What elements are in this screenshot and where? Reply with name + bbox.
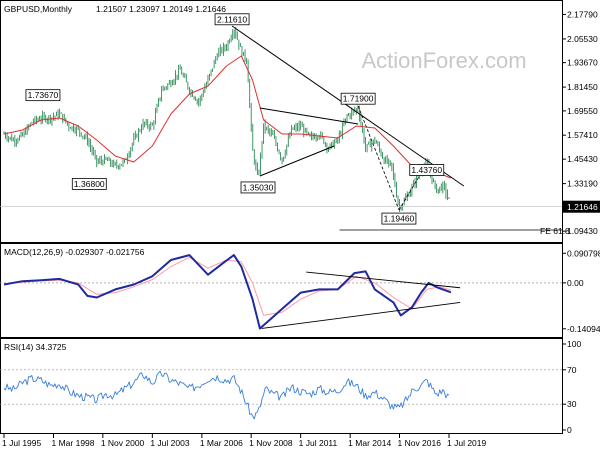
price-y-tick-label: 1.69550 (567, 106, 598, 116)
ohlc-label: 1.21507 1.23097 1.20149 1.21646 (96, 4, 226, 14)
x-tick-label: 1 Jul 2019 (447, 438, 486, 448)
annotation-box (25, 89, 61, 102)
annotation-text: 1.71900 (343, 94, 374, 104)
price-trendline (259, 107, 359, 125)
annotation-box (381, 212, 417, 225)
rsi-y-tick-label: 70 (567, 365, 577, 375)
rsi-y-tick-label: 30 (567, 399, 577, 409)
price-y-tick-label: 2.05530 (567, 34, 598, 44)
annotation-box (240, 181, 276, 194)
x-tick-label: 1 Mar 1998 (52, 438, 95, 448)
price-annotation: 1.73670 (25, 89, 61, 102)
price-trendline (357, 105, 400, 211)
rsi-label: RSI(14) 34.3725 (4, 342, 67, 352)
annotation-box (71, 177, 107, 190)
price-annotation: 1.19460 (381, 212, 417, 225)
x-tick-label: 1 Mar 2014 (348, 438, 391, 448)
current-price-box (563, 200, 600, 213)
macd-label: MACD(12,26,9) -0.029307 -0.021756 (4, 247, 145, 257)
rsi-y-tick-label: 0 (567, 425, 572, 435)
current-price-label: 1.21646 (567, 202, 598, 212)
x-tick-label: 1 Jul 2011 (299, 438, 338, 448)
macd-panel-frame (0, 243, 563, 338)
annotation-box (340, 92, 376, 105)
fib-label: FE 61.8 (540, 226, 570, 236)
price-y-tick-label: 1.33190 (567, 179, 598, 189)
price-y-tick-label: 1.09430 (567, 226, 598, 236)
macd-signal-line (3, 256, 452, 316)
annotation-text: 1.19460 (384, 214, 415, 224)
price-trendline (398, 163, 428, 211)
x-tick-label: 1 Mar 2006 (200, 438, 243, 448)
axes-layer: 2.17790 2.05530 1.93670 1.81450 1.69550 1.574… (2, 9, 600, 448)
macd-layer (0, 254, 562, 330)
macd-trendline (306, 271, 461, 289)
price-annotation: 1.43760 (409, 164, 445, 176)
rsi-layer (0, 369, 562, 420)
price-layer: 1.73670 1.36800 2.11610 1.35030 1.71900 1.437… (0, 13, 562, 231)
x-tick-label: 1 Jul 2003 (150, 438, 189, 448)
annotation-text: 1.43760 (411, 165, 442, 175)
x-tick-label: 1 Jul 1995 (2, 438, 41, 448)
macd-y-tick-label: 0.00 (567, 278, 584, 288)
price-annotation: 1.36800 (71, 177, 107, 190)
price-annotation: 1.35030 (240, 181, 276, 194)
x-tick-label: 1 Nov 2000 (101, 438, 145, 448)
macd-y-tick-label: -0.14094 (567, 324, 600, 334)
price-y-tick-label: 1.57410 (567, 130, 598, 140)
price-annotation: 2.11610 (214, 13, 250, 26)
price-y-tick-label: 1.93670 (567, 58, 598, 68)
price-panel-frame (0, 0, 563, 243)
price-y-tick-label: 1.81450 (567, 82, 598, 92)
annotation-box (409, 164, 445, 176)
x-tick-label: 1 Nov 2016 (397, 438, 441, 448)
annotation-box (214, 13, 250, 26)
watermark-text: ActionForex.com (361, 48, 526, 73)
annotation-text: 2.11610 (217, 14, 247, 24)
x-tick-label: 1 Nov 2008 (249, 438, 293, 448)
macd-y-tick-label: 0.090798 (567, 248, 600, 258)
price-trendline (259, 145, 335, 177)
price-annotation: 1.71900 (340, 92, 376, 105)
price-y-tick-label: 2.17790 (567, 9, 598, 19)
rsi-panel-frame (0, 338, 563, 434)
price-y-tick-label: 1.45430 (567, 154, 598, 164)
annotation-text: 1.73670 (28, 90, 59, 100)
price-trendline (231, 25, 465, 187)
rsi-line (3, 370, 450, 420)
rsi-y-tick-label: 100 (567, 339, 581, 349)
moving-average-line (3, 55, 452, 179)
macd-trendline (261, 301, 461, 329)
annotation-text: 1.35030 (243, 182, 274, 192)
annotation-text: 1.36800 (74, 179, 105, 189)
symbol-label: GBPUSD,Monthly (4, 4, 73, 14)
macd-main-line (3, 254, 452, 330)
